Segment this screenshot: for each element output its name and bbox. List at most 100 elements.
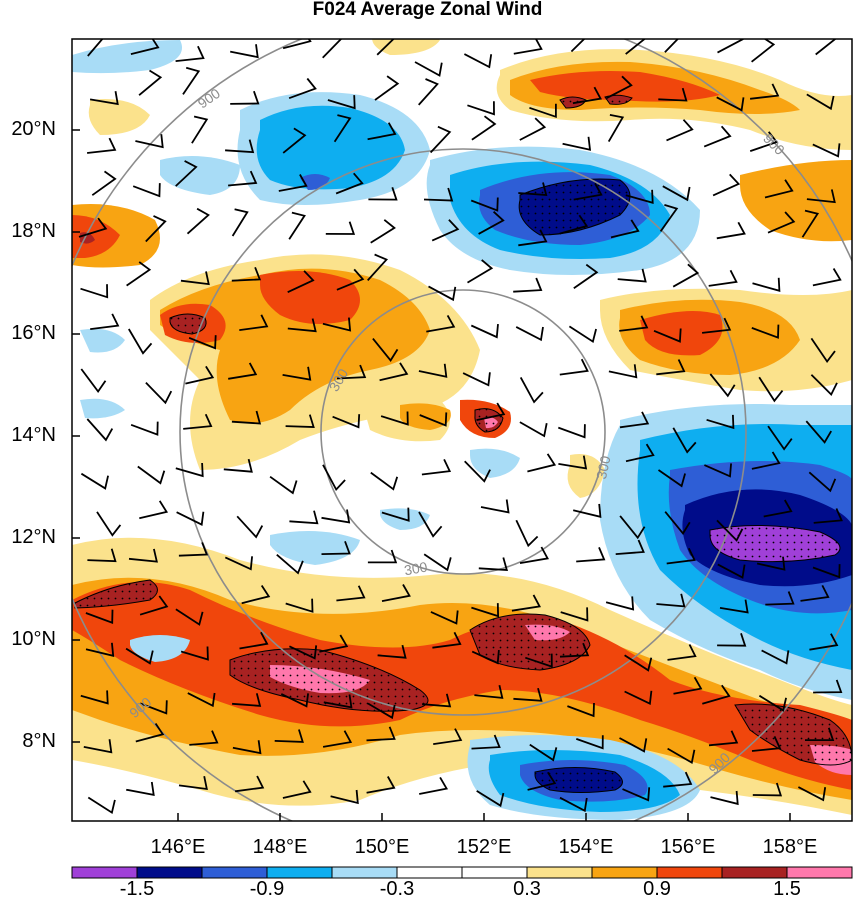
lat-label-20n: 20°N — [11, 118, 56, 140]
wind-barb — [610, 219, 640, 239]
wind-barb — [175, 462, 204, 478]
wind-barb — [87, 137, 117, 154]
wind-barb — [511, 594, 541, 612]
wind-barb — [333, 114, 352, 143]
wind-barb — [663, 771, 693, 788]
wind-barb — [419, 412, 448, 427]
wind-barb — [178, 776, 208, 791]
wind-barb — [478, 557, 509, 571]
wind-barb — [573, 182, 603, 201]
wind-barb — [175, 608, 204, 626]
lon-label-150e: 150°E — [354, 836, 410, 858]
wind-barb — [515, 326, 544, 342]
lat-label-10n: 10°N — [11, 628, 56, 650]
wind-barb — [180, 271, 210, 286]
wind-barb — [135, 134, 164, 149]
wind-barb — [185, 365, 215, 385]
wind-barb — [801, 209, 820, 238]
range-rings — [72, 39, 852, 821]
wind-barb — [368, 187, 398, 201]
range-ring-inner — [320, 289, 606, 575]
wind-barb — [751, 39, 776, 63]
wind-barb — [805, 727, 835, 741]
wind-barb — [763, 499, 793, 518]
wind-barb — [708, 730, 739, 747]
wind-barb — [280, 693, 309, 708]
wind-barb — [749, 83, 780, 100]
wind-barb — [91, 170, 117, 196]
wind-barb — [175, 160, 198, 187]
wind-barb — [139, 595, 169, 616]
wind-barb — [370, 219, 396, 244]
wind-barb — [367, 253, 389, 282]
range-ring-middle — [179, 148, 747, 716]
wind-barb — [658, 87, 688, 102]
wind-barb — [708, 269, 738, 287]
wind-barb — [813, 679, 843, 694]
wind-barb — [287, 318, 317, 333]
wind-barb — [145, 215, 167, 243]
wind-barb — [656, 359, 686, 376]
wind-barb — [751, 451, 781, 470]
wind-barb — [323, 694, 353, 709]
wind-barb — [145, 381, 173, 405]
lat-label-8n: 8°N — [22, 730, 56, 752]
wind-barb — [188, 335, 217, 350]
wind-barb — [607, 114, 625, 143]
wind-barb — [87, 39, 104, 57]
wind-barb — [806, 93, 835, 111]
wind-barb — [176, 511, 205, 526]
wind-barb — [137, 465, 166, 485]
wind-barb — [664, 39, 679, 53]
wind-barb — [716, 519, 744, 542]
wind-barb — [414, 61, 443, 77]
colorbar-label: 0.9 — [643, 878, 671, 900]
wind-barb — [126, 261, 152, 287]
wind-barb — [367, 122, 397, 141]
wind-barb — [471, 650, 500, 665]
wind-barb — [325, 221, 356, 235]
lon-label-146e: 146°E — [150, 836, 206, 858]
wind-barb — [702, 317, 732, 334]
wind-barb — [719, 599, 749, 614]
wind-barb — [513, 687, 543, 702]
wind-barb — [78, 217, 108, 238]
wind-barb — [558, 455, 588, 470]
colorbar-swatch — [266, 866, 333, 879]
wind-barb — [381, 584, 411, 602]
wind-barb — [232, 740, 262, 755]
wind-barb — [525, 653, 553, 668]
wind-barb — [812, 564, 841, 579]
colorbar-swatch — [71, 866, 138, 879]
wind-barb — [231, 208, 249, 237]
wind-barb — [418, 511, 443, 538]
wind-barb — [278, 174, 308, 192]
colorbar-swatch — [721, 866, 788, 879]
wind-barb — [470, 324, 499, 339]
wind-barb — [288, 211, 306, 240]
ring-label: 300 — [403, 558, 429, 578]
wind-barb — [126, 781, 155, 797]
wind-barb — [366, 776, 396, 794]
wind-barb — [421, 459, 452, 476]
wind-barb — [132, 183, 161, 198]
wind-barb — [96, 511, 122, 537]
wind-barb — [321, 509, 351, 524]
wind-barb — [327, 95, 356, 110]
wind-barb — [559, 214, 589, 235]
wind-barb — [560, 607, 589, 622]
wind-barb — [128, 328, 153, 355]
wind-barb — [529, 103, 557, 119]
wind-barb — [519, 117, 547, 141]
wind-barb — [471, 115, 497, 141]
wind-barb — [426, 314, 456, 333]
wind-barb — [282, 780, 312, 799]
wind-barb — [703, 125, 732, 148]
wind-barb — [80, 284, 109, 299]
lat-label-16n: 16°N — [11, 322, 56, 344]
wind-barb — [758, 694, 787, 712]
wind-barb — [474, 684, 504, 699]
plot-frame — [71, 38, 853, 822]
colorbar-swatch — [136, 866, 203, 879]
